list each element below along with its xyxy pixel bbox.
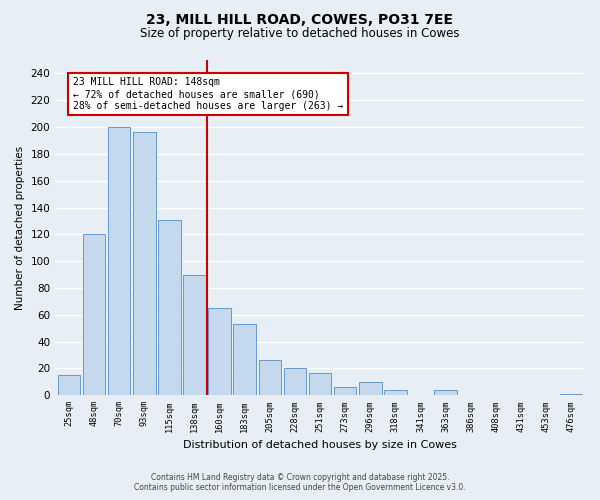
Bar <box>309 372 331 396</box>
Bar <box>359 382 382 396</box>
X-axis label: Distribution of detached houses by size in Cowes: Distribution of detached houses by size … <box>183 440 457 450</box>
Text: 23, MILL HILL ROAD, COWES, PO31 7EE: 23, MILL HILL ROAD, COWES, PO31 7EE <box>146 12 454 26</box>
Bar <box>58 375 80 396</box>
Y-axis label: Number of detached properties: Number of detached properties <box>15 146 25 310</box>
Bar <box>183 274 206 396</box>
Bar <box>284 368 306 396</box>
Text: 23 MILL HILL ROAD: 148sqm
← 72% of detached houses are smaller (690)
28% of semi: 23 MILL HILL ROAD: 148sqm ← 72% of detac… <box>73 78 343 110</box>
Bar <box>334 388 356 396</box>
Bar <box>233 324 256 396</box>
Bar <box>208 308 231 396</box>
Bar <box>384 390 407 396</box>
Bar <box>158 220 181 396</box>
Bar <box>560 394 583 396</box>
Bar <box>108 127 130 396</box>
Bar <box>434 390 457 396</box>
Bar <box>259 360 281 396</box>
Text: Contains HM Land Registry data © Crown copyright and database right 2025.
Contai: Contains HM Land Registry data © Crown c… <box>134 473 466 492</box>
Bar <box>133 132 155 396</box>
Text: Size of property relative to detached houses in Cowes: Size of property relative to detached ho… <box>140 28 460 40</box>
Bar <box>83 234 106 396</box>
